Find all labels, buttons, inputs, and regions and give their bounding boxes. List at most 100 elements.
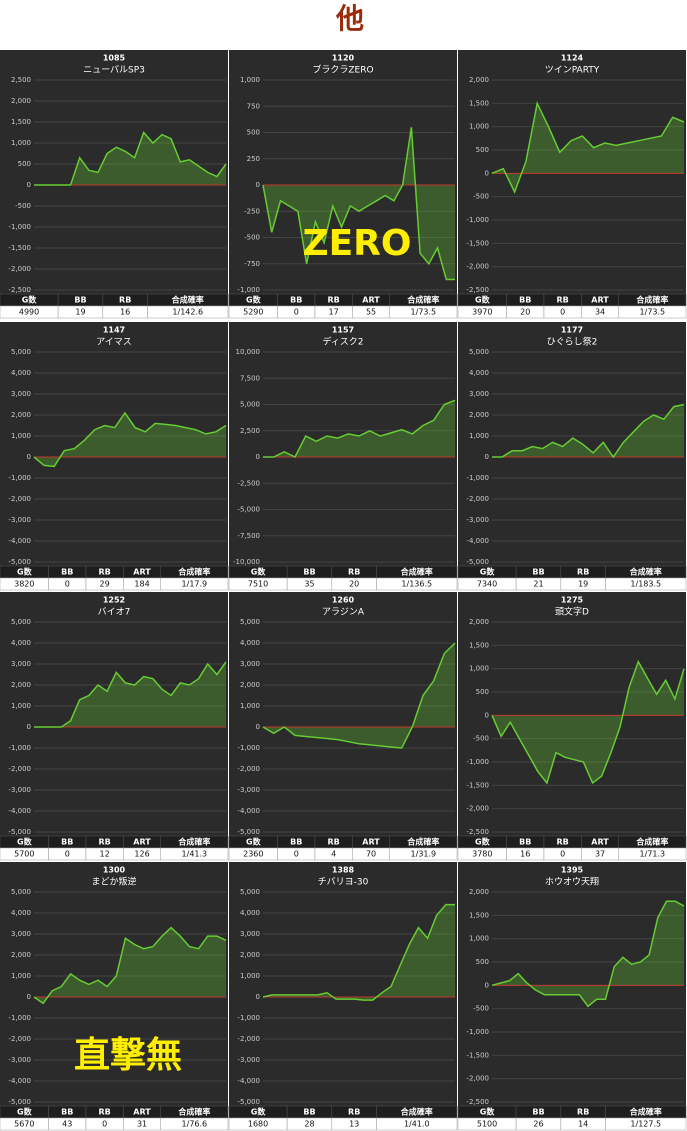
y-tick-label: -5,000	[8, 828, 31, 836]
y-tick-label: -5,000	[237, 1098, 260, 1106]
table-value: 1/76.6	[182, 1120, 208, 1129]
table-value: 1/31.9	[411, 850, 437, 859]
y-tick-label: -1,000	[237, 744, 260, 752]
chart-title: ディスク2	[322, 336, 363, 348]
y-tick-label: -4,000	[237, 1077, 260, 1085]
y-tick-label: 4,000	[240, 639, 260, 647]
y-tick-label: 1,000	[11, 139, 31, 147]
chart-panel	[0, 50, 228, 318]
table-header: RB	[557, 838, 569, 847]
chart-panel	[458, 862, 686, 1130]
y-tick-label: 0	[485, 981, 489, 989]
y-tick-label: -500	[473, 735, 489, 743]
table-header: RB	[557, 296, 569, 305]
table-cell	[376, 577, 458, 591]
table-header: G数	[480, 567, 496, 577]
y-tick-label: 1,000	[11, 432, 31, 440]
y-tick-label: -1,000	[466, 474, 489, 482]
chart-panel	[0, 592, 228, 860]
y-tick-label: -1,500	[466, 1051, 489, 1059]
y-tick-label: 4,000	[11, 639, 31, 647]
chart-number: 1252	[103, 596, 125, 605]
y-tick-label: -1,000	[8, 223, 31, 231]
y-tick-label: 250	[247, 155, 260, 163]
chart-title: ブラクラZERO	[312, 64, 373, 76]
table-header: RB	[119, 296, 131, 305]
table-header: RB	[328, 838, 340, 847]
table-header: RB	[99, 568, 111, 577]
chart-number: 1388	[332, 866, 355, 875]
line	[33, 926, 227, 1005]
table-value: 31	[137, 1120, 147, 1129]
table-value: 29	[100, 580, 110, 589]
table-header: G数	[475, 295, 491, 305]
y-tick-label: 0	[485, 453, 489, 461]
y-tick-label: -1,500	[8, 244, 31, 252]
table-header: G数	[251, 567, 267, 577]
table-value: 1/41.3	[182, 850, 208, 859]
y-tick-label: -2,000	[466, 805, 489, 813]
y-tick-label: -1,000	[237, 286, 260, 294]
y-tick-label: 2,000	[11, 951, 31, 959]
table-value: 55	[366, 308, 376, 317]
y-tick-label: -1,000	[466, 1028, 489, 1036]
table-value: 34	[595, 308, 605, 317]
table-cell	[389, 847, 458, 861]
y-tick-label: 10,000	[236, 348, 261, 356]
table-value: 28	[304, 1120, 314, 1129]
table-header: ART	[133, 1108, 151, 1117]
table-header: G数	[22, 295, 38, 305]
table-header: BB	[61, 568, 73, 577]
table-value: 126	[134, 850, 149, 859]
y-tick-label: -500	[244, 234, 260, 242]
table-header: 合成確率	[400, 1107, 433, 1117]
table-header: RB	[577, 1108, 589, 1117]
y-tick-label: 0	[256, 181, 260, 189]
y-tick-label: 2,000	[240, 681, 260, 689]
table-header: G数	[17, 567, 33, 577]
y-tick-label: -750	[244, 260, 260, 268]
chart-title: まどか叛逆	[91, 876, 136, 888]
table-header: BB	[61, 1108, 73, 1117]
y-tick-label: -2,000	[466, 1075, 489, 1083]
y-tick-label: 4,000	[240, 909, 260, 917]
chart-title: アラジンA	[322, 607, 365, 618]
table-header: ART	[591, 296, 609, 305]
y-tick-label: 0	[27, 723, 31, 731]
y-tick-label: 1,000	[11, 972, 31, 980]
table-value: 0	[294, 308, 299, 317]
table-value: 3820	[14, 580, 34, 589]
y-tick-label: 5,000	[11, 888, 31, 896]
y-tick-label: 0	[27, 453, 31, 461]
table-value: 1/17.9	[182, 580, 208, 589]
y-tick-label: 1,500	[469, 911, 489, 919]
table-value: 1/127.5	[630, 1120, 661, 1129]
area-fill	[263, 904, 455, 1001]
chart-title: ニューパルSP3	[83, 65, 145, 76]
y-tick-label: -2,500	[466, 286, 489, 294]
table-value: 0	[560, 308, 565, 317]
y-tick-label: 0	[485, 169, 489, 177]
area-fill	[492, 901, 684, 1007]
table-header: G数	[17, 837, 33, 847]
y-tick-label: 1,500	[469, 99, 489, 107]
y-tick-label: 500	[247, 129, 260, 137]
table-value: 0	[560, 850, 565, 859]
table-cell	[160, 577, 229, 591]
y-tick-label: -2,000	[237, 765, 260, 773]
area-fill	[34, 927, 226, 1004]
table-value: 1/142.6	[172, 308, 203, 317]
area-fill	[492, 661, 684, 783]
y-tick-label: 3,000	[11, 390, 31, 398]
y-tick-label: 5,000	[469, 348, 489, 356]
table-cell	[160, 1117, 229, 1131]
table-value: 12	[100, 850, 110, 859]
y-tick-label: -2,500	[237, 479, 260, 487]
table-header: RB	[99, 1108, 111, 1117]
table-cell	[605, 1117, 687, 1131]
area-fill	[492, 103, 684, 192]
area-fill	[34, 661, 226, 727]
y-tick-label: -2,000	[8, 495, 31, 503]
y-tick-label: -5,000	[8, 1098, 31, 1106]
